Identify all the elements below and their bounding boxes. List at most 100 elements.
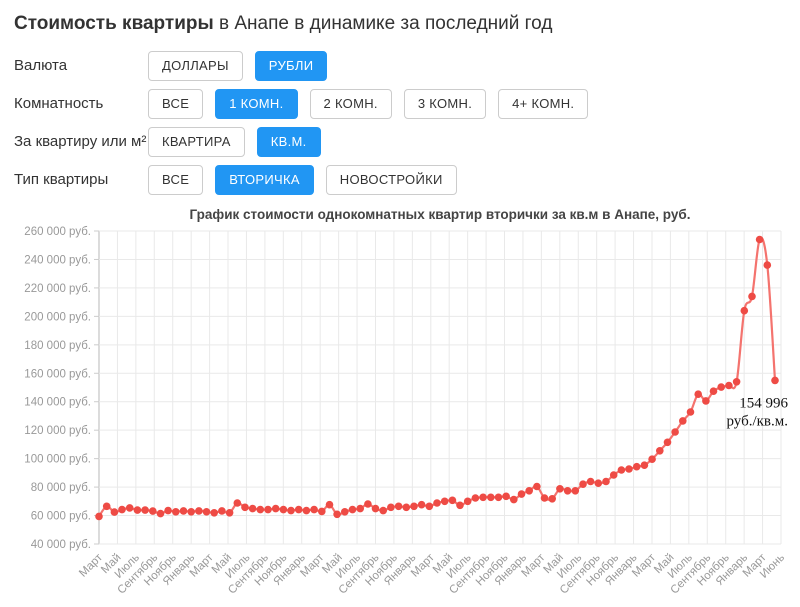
data-point[interactable]	[579, 480, 587, 488]
data-point[interactable]	[241, 503, 249, 511]
data-point[interactable]	[279, 505, 288, 514]
data-point[interactable]	[586, 477, 595, 486]
data-point[interactable]	[502, 492, 510, 500]
data-point[interactable]	[725, 381, 733, 390]
data-point[interactable]	[179, 506, 188, 515]
data-point[interactable]	[548, 494, 556, 503]
data-point[interactable]	[709, 387, 718, 395]
data-point[interactable]	[448, 496, 457, 504]
data-point[interactable]	[763, 261, 772, 269]
data-point[interactable]	[732, 377, 741, 386]
data-point[interactable]	[656, 446, 664, 455]
data-point[interactable]	[233, 498, 242, 507]
type-newbuild-button[interactable]: НОВОСТРОЙКИ	[325, 164, 457, 195]
type-secondary-button[interactable]: ВТОРИЧКА	[215, 164, 314, 195]
data-point[interactable]	[556, 484, 564, 493]
rooms-3-button[interactable]: 3 КОМН.	[403, 88, 487, 119]
data-point[interactable]	[410, 502, 418, 510]
data-point[interactable]	[364, 499, 372, 508]
per-sqm-button[interactable]: КВ.М.	[256, 126, 321, 157]
data-point[interactable]	[248, 504, 257, 513]
data-point[interactable]	[187, 507, 195, 516]
data-point[interactable]	[256, 505, 265, 514]
data-point[interactable]	[325, 500, 334, 509]
data-point[interactable]	[294, 505, 303, 514]
data-point[interactable]	[425, 502, 434, 510]
data-point[interactable]	[510, 495, 518, 504]
data-point[interactable]	[95, 512, 103, 520]
per-flat-button[interactable]: КВАРТИРА	[148, 126, 245, 157]
data-point[interactable]	[341, 507, 349, 516]
data-point[interactable]	[679, 416, 687, 425]
data-point[interactable]	[202, 507, 211, 516]
data-point[interactable]	[533, 482, 541, 491]
data-point[interactable]	[632, 462, 641, 471]
data-point[interactable]	[218, 506, 226, 515]
data-point[interactable]	[625, 464, 633, 473]
data-point[interactable]	[563, 486, 572, 495]
type-all-button[interactable]: ВСЕ	[148, 164, 204, 195]
data-point[interactable]	[440, 497, 449, 505]
data-point[interactable]	[110, 508, 119, 516]
data-point[interactable]	[640, 461, 649, 469]
data-point[interactable]	[164, 506, 172, 515]
data-point[interactable]	[195, 506, 203, 515]
data-point[interactable]	[609, 470, 618, 479]
rooms-all-button[interactable]: ВСЕ	[148, 88, 204, 119]
data-point[interactable]	[487, 493, 495, 501]
data-point[interactable]	[102, 502, 111, 510]
data-point[interactable]	[318, 507, 326, 515]
currency-dollars-button[interactable]: ДОЛЛАРЫ	[148, 50, 243, 81]
data-point[interactable]	[371, 504, 380, 513]
data-point[interactable]	[379, 506, 388, 515]
data-point[interactable]	[394, 502, 403, 510]
data-point[interactable]	[771, 376, 779, 384]
data-point[interactable]	[694, 390, 702, 398]
data-point[interactable]	[456, 501, 464, 509]
data-point[interactable]	[333, 510, 341, 518]
data-point[interactable]	[471, 493, 480, 502]
data-point[interactable]	[463, 497, 472, 505]
data-point[interactable]	[156, 509, 165, 518]
data-point[interactable]	[310, 505, 318, 514]
data-point[interactable]	[494, 493, 503, 501]
data-point[interactable]	[387, 503, 395, 511]
data-point[interactable]	[264, 505, 272, 514]
data-point[interactable]	[287, 506, 295, 515]
rooms-2-button[interactable]: 2 КОМН.	[309, 88, 392, 119]
data-point[interactable]	[348, 505, 357, 514]
data-point[interactable]	[671, 427, 679, 436]
data-point[interactable]	[118, 505, 126, 514]
data-point[interactable]	[125, 503, 134, 512]
data-point[interactable]	[517, 490, 526, 498]
data-point[interactable]	[717, 383, 725, 391]
data-point[interactable]	[617, 465, 626, 474]
data-point[interactable]	[210, 508, 218, 517]
data-point[interactable]	[271, 504, 280, 513]
data-point[interactable]	[225, 508, 234, 517]
currency-rubles-button[interactable]: РУБЛИ	[254, 50, 328, 81]
data-point[interactable]	[648, 455, 656, 463]
data-point[interactable]	[702, 396, 710, 405]
data-point[interactable]	[571, 486, 580, 495]
data-point[interactable]	[686, 407, 695, 416]
data-point[interactable]	[433, 498, 441, 507]
data-point[interactable]	[149, 507, 157, 515]
data-point[interactable]	[748, 292, 756, 300]
data-point[interactable]	[417, 500, 426, 509]
data-point[interactable]	[540, 493, 549, 502]
data-point[interactable]	[356, 504, 365, 513]
data-point[interactable]	[525, 486, 533, 495]
data-point[interactable]	[402, 503, 411, 511]
data-point[interactable]	[172, 507, 180, 516]
data-point[interactable]	[302, 506, 311, 515]
data-point[interactable]	[755, 235, 764, 244]
rooms-4plus-button[interactable]: 4+ КОМН.	[498, 88, 589, 119]
rooms-1-button[interactable]: 1 КОМН.	[215, 88, 298, 119]
data-point[interactable]	[141, 506, 149, 514]
data-point[interactable]	[740, 306, 749, 315]
data-point[interactable]	[663, 438, 672, 446]
data-point[interactable]	[479, 493, 487, 501]
data-point[interactable]	[133, 506, 142, 514]
data-point[interactable]	[594, 479, 603, 487]
